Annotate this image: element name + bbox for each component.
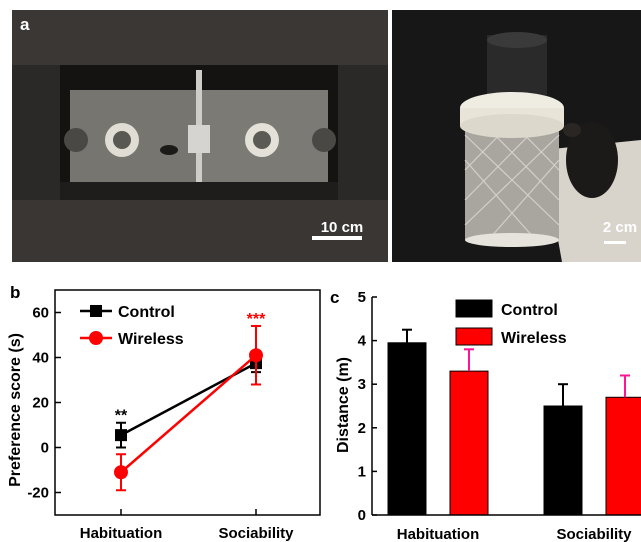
legend-square-marker [90,305,102,317]
data-point-circle [249,348,263,362]
plot-area-frame [55,290,320,515]
right-scalebar-label: 2 cm [603,219,637,236]
legend-label-control: Control [118,304,175,321]
y-tick-label: 4 [358,333,367,350]
legend-label-wireless: Wireless [501,330,567,347]
y-axis-label: Preference score (s) [7,333,24,487]
legend-circle-marker [89,331,103,345]
distance-bar-chart: c Distance (m) 0 1 2 3 4 5 Habituation Sociabi… [330,288,641,542]
x-tick-label: Habituation [397,526,480,542]
panel-a-letter: a [20,15,30,34]
legend-label-control: Control [501,302,558,319]
data-point-circle [114,465,128,479]
y-tick-label: 40 [32,350,49,367]
bar-control [388,343,426,515]
left-scalebar-label: 10 cm [321,219,364,236]
significance-annotation: *** [247,311,266,328]
panel-b-letter: b [10,283,20,302]
legend-swatch-control [456,300,492,317]
bar-control [544,406,582,515]
y-tick-label: -20 [27,485,49,502]
y-tick-label: 3 [358,376,366,393]
y-tick-label: 60 [32,305,49,322]
y-tick-label: 1 [358,463,366,480]
y-axis-label: Distance (m) [335,357,352,453]
legend-swatch-wireless [456,328,492,345]
x-tick-label: Sociability [218,525,294,542]
bar-wireless [606,397,641,515]
y-tick-label: 0 [41,440,49,457]
y-tick-label: 2 [358,420,366,437]
panel-c-letter: c [330,288,339,307]
legend-label-wireless: Wireless [118,331,184,348]
data-point-square [115,429,127,441]
bar-wireless [450,371,488,515]
y-tick-label: 5 [358,289,366,306]
significance-annotation: ** [115,408,128,425]
series-line-wireless [121,355,256,472]
preference-score-chart: b Preference score (s) -20 0 20 40 60 Habitu… [7,283,320,542]
x-tick-label: Sociability [556,526,632,542]
x-tick-label: Habituation [80,525,163,542]
y-tick-label: 0 [358,507,366,524]
y-tick-label: 20 [32,395,49,412]
